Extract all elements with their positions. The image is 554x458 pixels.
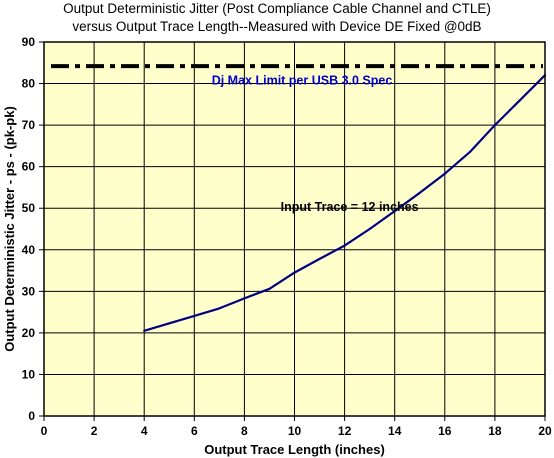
data-point-6	[293, 271, 296, 274]
data-point-4	[243, 297, 246, 300]
x-tick-label-10: 20	[538, 424, 552, 438]
x-tick-label-9: 18	[488, 424, 502, 438]
x-tick-label-5: 10	[288, 424, 302, 438]
x-tick-label-6: 12	[338, 424, 352, 438]
chart-title-line-2: versus Output Trace Length--Measured wit…	[72, 19, 482, 34]
data-point-12	[443, 172, 446, 175]
y-tick-label-6: 60	[22, 160, 36, 174]
data-point-1	[168, 322, 171, 325]
series-points	[143, 74, 547, 332]
x-tick-label-3: 6	[191, 424, 198, 438]
y-axis-ticks: 0 10 20 30 40 50 60 70 80 90	[22, 35, 36, 423]
y-axis-label: Output Deterministic Jitter - ps - (pk-p…	[2, 106, 17, 352]
annotation-input-trace: Input Trace = 12 inches	[281, 200, 419, 214]
y-tick-label-8: 80	[22, 77, 36, 91]
data-point-11	[418, 191, 421, 194]
data-point-8	[343, 244, 346, 247]
x-tick-label-0: 0	[41, 424, 48, 438]
y-tick-label-4: 40	[22, 243, 36, 257]
chart-title-line-1: Output Deterministic Jitter (Post Compli…	[63, 1, 491, 16]
y-tick-label-9: 90	[22, 35, 36, 49]
data-point-13	[468, 151, 471, 154]
data-point-9	[368, 227, 371, 231]
data-point-2	[193, 314, 196, 317]
data-point-15	[518, 99, 522, 102]
data-point-7	[318, 257, 321, 261]
y-tick-label-3: 30	[22, 284, 36, 298]
x-tick-label-2: 4	[141, 424, 148, 438]
x-tick-label-1: 2	[91, 424, 98, 438]
y-tick-label-7: 70	[22, 118, 36, 132]
data-point-5	[268, 287, 271, 290]
data-point-14	[493, 124, 496, 127]
plot-border	[43, 41, 546, 417]
y-tick-label-5: 50	[22, 201, 36, 215]
x-tick-label-8: 16	[438, 424, 452, 438]
annotation-dj-max-limit: Dj Max Limit per USB 3.0 Spec	[212, 73, 393, 87]
x-axis-ticks: 0 2 4 6 8 10 12 14 16 18 20	[41, 424, 552, 438]
data-point-3	[218, 307, 221, 310]
y-tick-label-0: 0	[28, 409, 35, 423]
x-tick-label-7: 14	[388, 424, 402, 438]
data-point-10	[393, 210, 396, 213]
x-axis-label: Output Trace Length (inches)	[204, 442, 385, 457]
x-tick-label-4: 8	[241, 424, 248, 438]
y-tick-label-2: 20	[22, 326, 36, 340]
data-point-0	[143, 329, 146, 332]
y-tick-label-1: 10	[22, 367, 36, 381]
